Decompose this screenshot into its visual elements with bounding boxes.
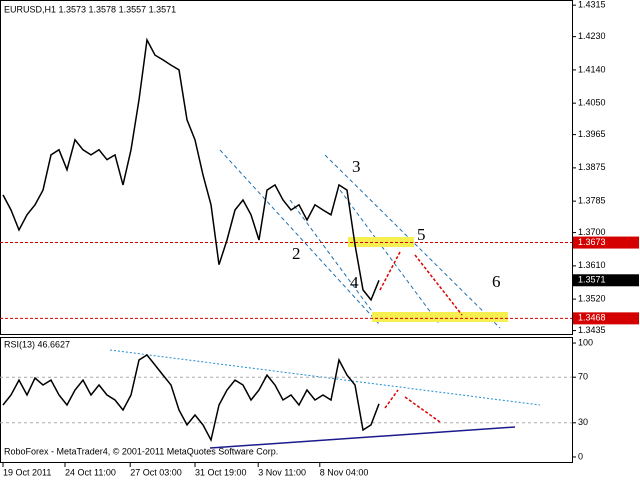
y-tick-label: 0 [578,451,583,461]
series-line [2,354,380,443]
x-tick-label: 19 Oct 2011 [3,467,51,477]
y-tick-label: 1.3700 [578,227,606,237]
y-tick-label: 1.4140 [578,64,606,74]
x-tick-label: 3 Nov 11:00 [258,467,306,477]
current-price-bg [573,274,639,287]
y-tick-label: 1.4315 [578,0,606,10]
target-zone [348,237,414,247]
wave-label: 3 [352,157,361,176]
level-label-bg [573,312,639,325]
series-line [2,37,380,302]
forecast-arrows [379,251,463,423]
rsi-panel [0,337,573,463]
y-tick-label: 100 [578,337,593,347]
price-panel [0,0,573,335]
footer: RoboForex - MetaTrader4, © 2001-2011 Met… [4,446,278,456]
y-tick-label: 1.3520 [578,294,606,304]
y-tick-label: 1.3435 [578,325,606,335]
x-tick-label: 31 Oct 19:00 [195,467,247,477]
level-label-bg [573,236,639,249]
channel-lines [219,149,501,329]
current-price-label: 1.3571 [578,275,606,285]
rsi-trendline [209,426,516,449]
level-label: 1.3468 [578,313,606,323]
y-tick-label: 1.3875 [578,162,606,172]
wave-label: 4 [350,273,359,292]
target-zone [372,312,508,322]
symbol-title: EURUSD,H1 1.3573 1.3578 1.3557 1.3571 [4,4,176,14]
y-tick-label: 1.3965 [578,129,606,139]
x-tick-label: 8 Nov 04:00 [320,467,369,477]
wave-label: 2 [292,244,301,263]
y-tick-label: 1.3610 [578,260,606,270]
wave-label: 6 [492,272,501,291]
x-tick-label: 24 Oct 11:00 [65,467,116,477]
y-tick-label: 1.4230 [578,31,606,41]
y-tick-label: 1.3785 [578,196,606,206]
y-tick-label: 1.4050 [578,98,606,108]
y-tick-label: 70 [578,372,588,382]
y-tick-label: 30 [578,417,588,427]
wave-label: 5 [417,225,426,244]
level-label: 1.3673 [578,237,606,247]
rsi-title: RSI(13) 46.6627 [4,339,70,349]
x-tick-label: 27 Oct 03:00 [130,467,182,477]
